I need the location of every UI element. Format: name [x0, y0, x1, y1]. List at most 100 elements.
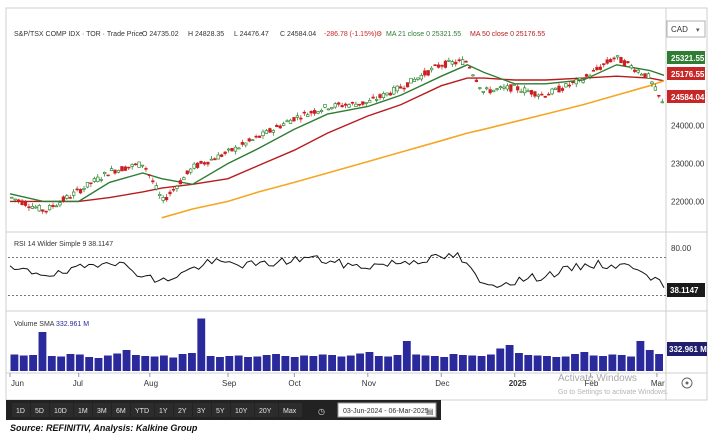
candle-body	[646, 73, 651, 79]
timeframe-button-5d[interactable]: 5D	[31, 403, 49, 417]
change-value: -286.78 (-1.15%)	[324, 31, 377, 38]
candle-body	[526, 90, 530, 93]
volume-bar	[365, 352, 374, 371]
volume-bar	[477, 356, 486, 371]
timeframe-button-bg[interactable]	[279, 403, 302, 417]
source-caption: Source: REFINITIV, Analysis: Kalkine Gro…	[10, 423, 198, 433]
timeframe-button-ytd[interactable]: YTD	[131, 403, 154, 417]
timeframe-button-5y[interactable]: 5Y	[212, 403, 230, 417]
candle-body	[547, 93, 551, 96]
candle-body	[154, 185, 158, 190]
candle-body	[216, 154, 220, 160]
timeframe-button-3m[interactable]: 3M	[93, 403, 111, 417]
candle-body	[636, 69, 640, 73]
timeframe-button-label: Max	[283, 408, 297, 415]
volume-bar	[430, 356, 439, 371]
candle-body	[543, 95, 547, 98]
candle-body	[495, 88, 499, 90]
volume-sma-value: 332.961 M	[56, 321, 89, 328]
trendline-layer	[161, 79, 665, 219]
candle-body	[340, 105, 344, 108]
candle-body	[202, 162, 207, 165]
candle-body	[285, 120, 289, 123]
timeframe-button-bg[interactable]	[193, 403, 211, 417]
candle-body	[37, 205, 41, 212]
currency-select[interactable]	[666, 20, 706, 38]
timeframe-button-max[interactable]: Max	[279, 403, 302, 417]
settings-icon[interactable]: ⚙	[376, 30, 382, 38]
volume-bar	[244, 357, 252, 371]
timeframe-button-1y[interactable]: 1Y	[155, 403, 173, 417]
date-range-field[interactable]	[337, 402, 437, 418]
reset-icon[interactable]	[681, 377, 693, 389]
volume-bar	[141, 356, 150, 371]
timeframe-button-bg[interactable]	[74, 403, 92, 417]
candle-body	[44, 210, 48, 213]
timeframe-button-20y[interactable]: 20Y	[255, 403, 278, 417]
timeframe-button-bg[interactable]	[50, 403, 73, 417]
timeframe-button-10d[interactable]: 10D	[50, 403, 73, 417]
timeframe-button-3y[interactable]: 3Y	[193, 403, 211, 417]
price-tick-label: 24000.00	[671, 122, 705, 131]
close-value: C 24584.04	[280, 31, 316, 38]
candle-body	[20, 200, 24, 205]
volume-bar	[328, 355, 336, 371]
volume-header: Volume SMA	[14, 321, 55, 328]
timeframe-button-bg[interactable]	[212, 403, 230, 417]
candle-body	[399, 86, 403, 89]
timeframe-button-10y[interactable]: 10Y	[231, 403, 254, 417]
candle-body	[605, 59, 609, 64]
volume-bar	[122, 350, 131, 371]
volume-badge-bg	[667, 342, 707, 356]
timeframe-button-6m[interactable]: 6M	[112, 403, 130, 417]
timeframe-button-1d[interactable]: 1D	[12, 403, 30, 417]
candle-body	[171, 188, 176, 191]
timeframe-button-bg[interactable]	[31, 403, 49, 417]
timeframe-button-bg[interactable]	[131, 403, 154, 417]
timeframe-button-1m[interactable]: 1M	[74, 403, 92, 417]
candle-body	[578, 77, 582, 81]
rsi-header: RSI 14 Wilder Simple 9 38.1147	[14, 241, 113, 248]
timeframe-button-bg[interactable]	[93, 403, 111, 417]
candle-body	[567, 84, 571, 87]
candle-body	[512, 84, 516, 86]
ma50-price-badge: 25176.55	[667, 67, 705, 80]
candle-body	[65, 195, 69, 199]
month-label: Oct	[288, 379, 301, 388]
candle-body	[553, 87, 558, 90]
candle-body	[226, 148, 231, 151]
reset-zoom-control[interactable]	[681, 377, 693, 389]
candle-body	[584, 74, 589, 77]
ma21-legend: MA 21 close 0 25321.55	[386, 31, 461, 38]
candle-body	[306, 114, 310, 117]
timeframe-button-bg[interactable]	[231, 403, 254, 417]
timeframe-button-bg[interactable]	[12, 403, 30, 417]
volume-bar	[627, 356, 635, 371]
ma21-price-badge: 25321.55	[667, 51, 705, 64]
timeframe-button-bg[interactable]	[174, 403, 192, 417]
rsi-badge-value: 38.1147	[670, 286, 699, 295]
candle-body	[103, 171, 107, 175]
candle-body	[436, 64, 441, 68]
timeframe-button-bg[interactable]	[155, 403, 173, 417]
candle-body	[92, 178, 96, 182]
chevron-down-icon[interactable]: ▾	[696, 27, 700, 34]
volume-bars	[10, 318, 663, 371]
timeframe-button-bg[interactable]	[112, 403, 130, 417]
timeframe-button-bg[interactable]	[255, 403, 278, 417]
calendar-left-icon[interactable]: ◷	[318, 407, 325, 416]
timeframe-button-label: 2Y	[178, 408, 187, 415]
volume-bar	[449, 354, 458, 371]
candle-body	[13, 198, 17, 201]
calendar-icon[interactable]: ▤	[426, 407, 434, 416]
timeframe-button-label: YTD	[135, 408, 149, 415]
candle-body	[147, 174, 152, 177]
candle-body	[47, 205, 52, 211]
volume-bar	[272, 354, 280, 371]
date-range-value: 03-Jun-2024 - 06-Mar-2025	[343, 408, 429, 415]
volume-bar	[75, 354, 84, 371]
candle-body	[536, 94, 540, 97]
candle-body	[192, 163, 196, 169]
candle-body	[151, 180, 155, 183]
timeframe-button-2y[interactable]: 2Y	[174, 403, 192, 417]
